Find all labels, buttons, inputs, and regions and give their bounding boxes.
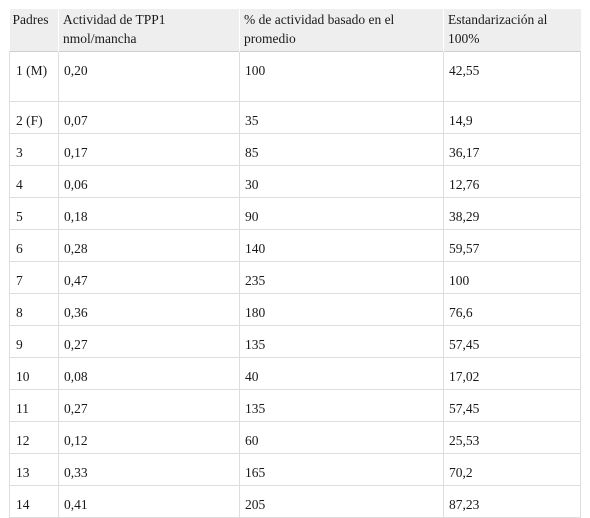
cell-estandarizacion: 14,9 bbox=[443, 101, 581, 134]
header-cell-padres: Padres bbox=[9, 9, 59, 52]
table-row: 8 0,36 180 76,6 bbox=[9, 293, 581, 326]
cell-padres: 6 bbox=[9, 229, 59, 262]
cell-porcentaje: 100 bbox=[239, 51, 444, 102]
tpp1-activity-table: Padres Actividad de TPP1 nmol/mancha % d… bbox=[9, 9, 581, 518]
cell-porcentaje: 90 bbox=[239, 197, 444, 230]
cell-padres: 8 bbox=[9, 293, 59, 326]
cell-actividad: 0,17 bbox=[58, 133, 240, 166]
cell-actividad: 0,27 bbox=[58, 389, 240, 422]
cell-actividad: 0,33 bbox=[58, 453, 240, 486]
table-row: 5 0,18 90 38,29 bbox=[9, 197, 581, 230]
cell-estandarizacion: 17,02 bbox=[443, 357, 581, 390]
table-row: 7 0,47 235 100 bbox=[9, 261, 581, 294]
cell-padres: 10 bbox=[9, 357, 59, 390]
cell-estandarizacion: 42,55 bbox=[443, 51, 581, 102]
cell-porcentaje: 235 bbox=[239, 261, 444, 294]
table-row: 4 0,06 30 12,76 bbox=[9, 165, 581, 198]
cell-estandarizacion: 38,29 bbox=[443, 197, 581, 230]
cell-padres: 14 bbox=[9, 485, 59, 518]
table-row: 2 (F) 0,07 35 14,9 bbox=[9, 101, 581, 134]
cell-padres: 3 bbox=[9, 133, 59, 166]
table-row: 13 0,33 165 70,2 bbox=[9, 453, 581, 486]
header-cell-actividad: Actividad de TPP1 nmol/mancha bbox=[58, 9, 240, 52]
cell-porcentaje: 135 bbox=[239, 389, 444, 422]
cell-estandarizacion: 57,45 bbox=[443, 325, 581, 358]
header-cell-estandarizacion: Estandarización al 100% bbox=[443, 9, 581, 52]
table-row: 10 0,08 40 17,02 bbox=[9, 357, 581, 390]
table-row: 14 0,41 205 87,23 bbox=[9, 485, 581, 518]
cell-porcentaje: 60 bbox=[239, 421, 444, 454]
table-row: 9 0,27 135 57,45 bbox=[9, 325, 581, 358]
cell-actividad: 0,27 bbox=[58, 325, 240, 358]
cell-actividad: 0,12 bbox=[58, 421, 240, 454]
cell-porcentaje: 140 bbox=[239, 229, 444, 262]
cell-estandarizacion: 12,76 bbox=[443, 165, 581, 198]
cell-padres: 13 bbox=[9, 453, 59, 486]
cell-actividad: 0,07 bbox=[58, 101, 240, 134]
header-cell-porcentaje: % de actividad basado en el promedio bbox=[239, 9, 444, 52]
cell-padres: 12 bbox=[9, 421, 59, 454]
cell-padres: 2 (F) bbox=[9, 101, 59, 134]
cell-padres: 9 bbox=[9, 325, 59, 358]
cell-porcentaje: 85 bbox=[239, 133, 444, 166]
cell-actividad: 0,20 bbox=[58, 51, 240, 102]
cell-porcentaje: 40 bbox=[239, 357, 444, 390]
table-row: 1 (M) 0,20 100 42,55 bbox=[9, 51, 581, 102]
table-row: 3 0,17 85 36,17 bbox=[9, 133, 581, 166]
table-body: 1 (M) 0,20 100 42,55 2 (F) 0,07 35 14,9 3 0,17 85 3… bbox=[9, 51, 581, 518]
cell-porcentaje: 135 bbox=[239, 325, 444, 358]
cell-porcentaje: 35 bbox=[239, 101, 444, 134]
cell-porcentaje: 30 bbox=[239, 165, 444, 198]
cell-estandarizacion: 76,6 bbox=[443, 293, 581, 326]
cell-estandarizacion: 25,53 bbox=[443, 421, 581, 454]
cell-padres: 5 bbox=[9, 197, 59, 230]
cell-actividad: 0,36 bbox=[58, 293, 240, 326]
header-row: Padres Actividad de TPP1 nmol/mancha % d… bbox=[9, 9, 581, 52]
table-row: 11 0,27 135 57,45 bbox=[9, 389, 581, 422]
cell-estandarizacion: 57,45 bbox=[443, 389, 581, 422]
cell-porcentaje: 165 bbox=[239, 453, 444, 486]
cell-actividad: 0,47 bbox=[58, 261, 240, 294]
cell-actividad: 0,18 bbox=[58, 197, 240, 230]
cell-estandarizacion: 59,57 bbox=[443, 229, 581, 262]
cell-actividad: 0,28 bbox=[58, 229, 240, 262]
data-table-container: Padres Actividad de TPP1 nmol/mancha % d… bbox=[9, 9, 581, 518]
cell-estandarizacion: 100 bbox=[443, 261, 581, 294]
cell-padres: 11 bbox=[9, 389, 59, 422]
cell-estandarizacion: 87,23 bbox=[443, 485, 581, 518]
table-row: 6 0,28 140 59,57 bbox=[9, 229, 581, 262]
cell-actividad: 0,06 bbox=[58, 165, 240, 198]
cell-actividad: 0,41 bbox=[58, 485, 240, 518]
table-header: Padres Actividad de TPP1 nmol/mancha % d… bbox=[9, 9, 581, 52]
table-row: 12 0,12 60 25,53 bbox=[9, 421, 581, 454]
cell-padres: 4 bbox=[9, 165, 59, 198]
cell-padres: 7 bbox=[9, 261, 59, 294]
cell-estandarizacion: 70,2 bbox=[443, 453, 581, 486]
cell-padres: 1 (M) bbox=[9, 51, 59, 102]
cell-porcentaje: 205 bbox=[239, 485, 444, 518]
cell-estandarizacion: 36,17 bbox=[443, 133, 581, 166]
cell-porcentaje: 180 bbox=[239, 293, 444, 326]
cell-actividad: 0,08 bbox=[58, 357, 240, 390]
